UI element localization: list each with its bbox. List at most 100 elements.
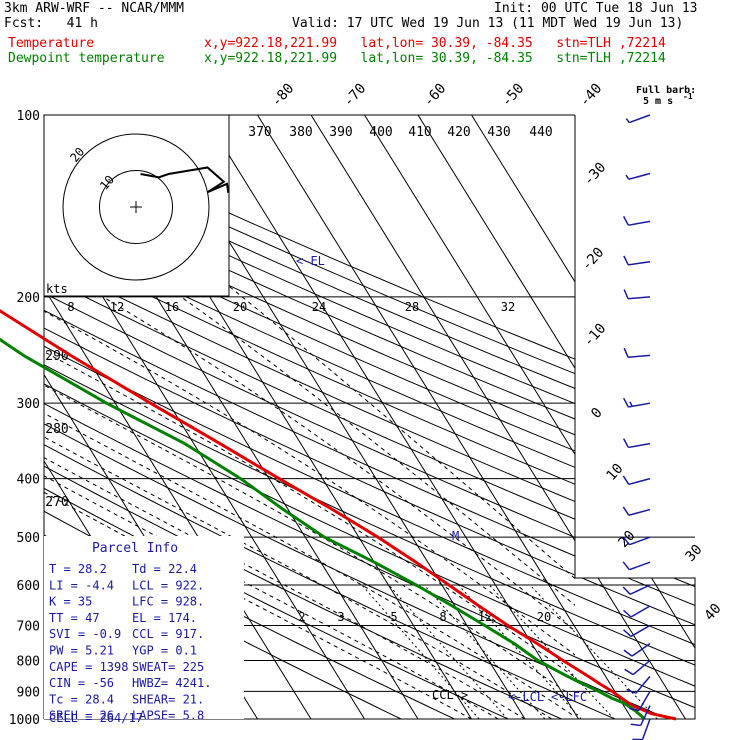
wind-barb-flag: [622, 397, 629, 408]
mixing-ratio-label: 20: [537, 610, 551, 624]
wind-barb: [625, 172, 651, 180]
wind-barb: [623, 347, 651, 359]
parcel-title: Parcel Info: [92, 541, 178, 556]
wind-barb-staff: [629, 584, 651, 595]
theta-label: 420: [447, 125, 470, 140]
mixing-ratio-top-label: 32: [501, 300, 515, 314]
wind-barb: [630, 705, 651, 727]
wind-barb-staff: [628, 220, 651, 226]
parcel-value-left: PW = 5.21: [49, 644, 114, 658]
wind-barb: [626, 675, 651, 694]
dry-adiabat: [44, 115, 695, 719]
isotherm-label: 0: [588, 405, 606, 422]
parcel-value-right: YGP = 0.1: [132, 644, 197, 658]
temperature-profile: [0, 309, 677, 721]
wind-barb-staff: [628, 442, 651, 449]
parcel-value-left: CIN = -56: [49, 676, 114, 690]
parcel-value-right: CCL = 917.: [132, 627, 204, 641]
dry-adiabat: [44, 115, 695, 719]
wind-barb: [623, 255, 651, 266]
wind-barb-staff: [628, 477, 651, 486]
m-marker: M: [452, 529, 459, 543]
wind-barb-flag: [624, 668, 634, 676]
isotherm-line: [310, 115, 686, 719]
isotherm-line: [257, 115, 633, 719]
moist-adiabat: [44, 351, 575, 678]
isotherm-label: 40: [701, 601, 724, 624]
isotherm-label: 10: [603, 461, 626, 484]
lcl-marker: <-LCL: [508, 690, 544, 704]
wind-barb: [623, 642, 651, 657]
temperature-legend-label: Temperature: [8, 36, 95, 51]
pressure-label-800: 800: [17, 654, 40, 669]
dewpoint-profile: [0, 337, 646, 721]
theta-label: 440: [529, 125, 552, 140]
dry-adiabat: [44, 115, 695, 719]
wind-barb-flag: [622, 215, 629, 226]
wind-barb-flag: [623, 255, 629, 266]
parcel-value-left: TT = 47: [49, 611, 100, 625]
dewpoint-station-info: x,y=922.18,221.99 lat,lon= 30.39, -84.35…: [204, 51, 666, 66]
wind-barb-staff: [641, 718, 651, 740]
parcel-value-left: SVI = -0.9: [49, 627, 121, 641]
model-title: 3km ARW-WRF -- NCAR/MMM: [4, 1, 185, 16]
hodograph-axis-label: kts: [46, 282, 68, 296]
dry-adiabat: [44, 115, 695, 719]
parcel-value-right: SWEAT= 225: [132, 660, 204, 674]
wind-barb-flag: [623, 289, 629, 300]
isotherm-label: 20: [615, 528, 638, 551]
isotherm-label: 30: [682, 542, 705, 565]
pressure-label-1000: 1000: [9, 713, 40, 728]
wind-barb-flag: [630, 723, 641, 727]
mixing-ratio-top-label: 12: [110, 300, 124, 314]
mixing-ratio-label: 2: [298, 610, 305, 624]
dry-adiabat: [44, 115, 616, 719]
parcel-value-left: LI = -4.4: [49, 578, 114, 592]
wind-barb-flag: [622, 438, 629, 448]
ccl-marker: CCL->: [432, 688, 468, 702]
pressure-label-700: 700: [17, 619, 40, 634]
wind-barb-staff: [630, 605, 651, 618]
isotherm-label: -60: [421, 81, 450, 111]
parcel-box: [44, 536, 244, 719]
wind-barb: [625, 114, 651, 124]
wind-barb-flag: [623, 649, 633, 657]
dry-adiabat: [44, 115, 695, 719]
parcel-value-left: K = 35: [49, 595, 92, 609]
init-time: Init: 00 UTC Tue 18 Jun 13: [494, 1, 698, 16]
wind-barb-staff: [631, 642, 651, 657]
dry-adiabat: [44, 115, 695, 719]
barb-key-units: 5 m s: [643, 96, 673, 107]
moist-adiabat: [44, 384, 575, 699]
wind-barb: [629, 690, 651, 712]
wind-barb: [622, 584, 651, 595]
pressure-label-100: 100: [17, 109, 40, 124]
isotherm-label: -10: [581, 321, 610, 351]
mixing-ratio-line: [423, 584, 546, 719]
theta-label: 410: [408, 125, 431, 140]
theta-label: 430: [487, 125, 510, 140]
theta-label: 270: [45, 495, 68, 510]
wind-barb: [622, 397, 651, 408]
dry-adiabat: [44, 115, 695, 719]
pressure-label-600: 600: [17, 579, 40, 594]
mixing-ratio-top-label: 28: [405, 300, 419, 314]
mixing-ratio-top-label: 16: [165, 300, 179, 314]
wind-barb-flag: [622, 506, 630, 516]
moist-adiabat: [44, 436, 553, 719]
moist-adiabat: [44, 204, 575, 606]
wind-barb-flag: [625, 118, 630, 123]
isotherm-label: -30: [581, 160, 610, 190]
isotherm-line: [203, 115, 579, 719]
theta-label: 370: [248, 125, 271, 140]
wind-barb-staff: [628, 172, 651, 180]
isotherm-label: -80: [269, 81, 298, 111]
parcel-value-left: T = 28.2: [49, 562, 107, 576]
mixing-ratio-top-label: 24: [312, 300, 326, 314]
wind-barb: [622, 536, 651, 546]
wind-barb: [623, 624, 651, 638]
parcel-value-right: EL = 174.: [132, 611, 197, 625]
wind-barb-flag: [626, 688, 637, 694]
dry-adiabat: [44, 115, 695, 719]
wind-barb-staff: [629, 536, 651, 546]
